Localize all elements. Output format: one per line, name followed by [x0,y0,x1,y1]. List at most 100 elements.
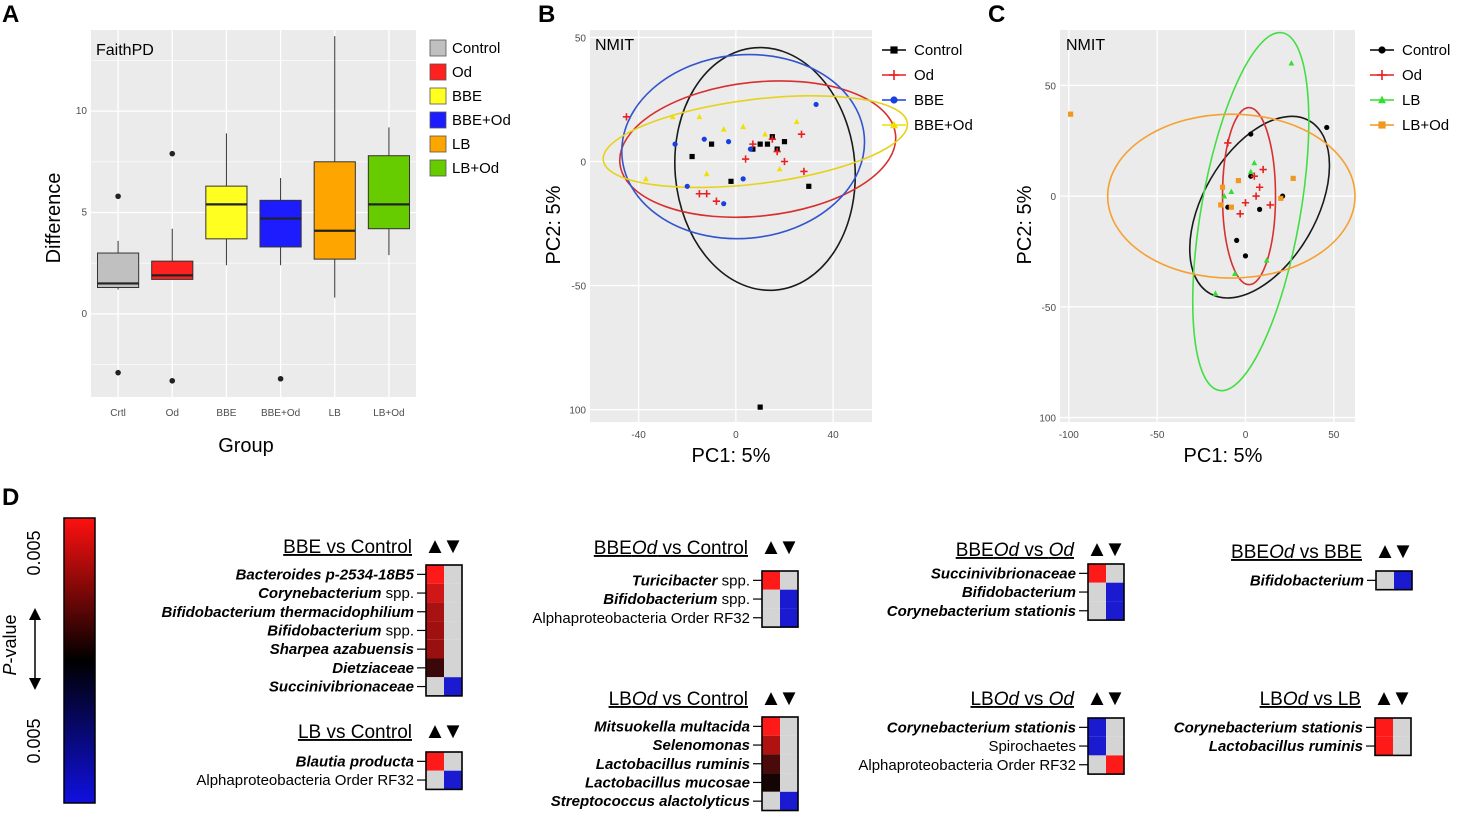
point-BBE [747,146,754,152]
heat-cell [1393,736,1411,756]
legend-label: LB [452,136,470,153]
taxon-name: Bifidobacterium [603,591,717,608]
comparison-title: BBEOd vs Control [594,538,748,559]
heat-grid-border [1087,563,1125,621]
taxon-label: Corynebacterium stationis [887,603,1076,620]
point-LB+Od [1067,111,1074,117]
heat-cell [1394,571,1412,590]
title-part: vs Control [657,538,748,559]
taxon-name: Turicibacter [632,572,719,589]
point-BBE [725,139,732,145]
taxon-label: Succinivibrionaceae [269,679,414,696]
legend-marker [1378,95,1386,104]
heat-cell [444,639,462,659]
x-tick-label: -40 [631,430,646,441]
heat-cell [762,773,780,792]
taxon-label: Corynebacterium spp. [258,585,414,602]
legend-label: LB+Od [452,160,499,177]
taxon-name: Alphaproteobacteria Order RF32 [858,757,1076,774]
taxon-name: Selenomonas [652,737,750,754]
point-BBE [672,141,678,147]
point-Od [800,167,808,176]
heat-grid-border [425,751,463,791]
point-BBE+Od [762,131,768,137]
scale-double-arrow [29,608,41,690]
taxon-name: Sharpea azabuensis [270,641,414,658]
heat-cell [762,608,780,628]
heat-cell [426,770,444,790]
heat-cell [1106,755,1124,775]
title-part: Od [632,538,659,559]
point-Od [1259,165,1267,174]
comparison-block: BBE vs Control ▲▼ Bacteroides p-2534-18B5 C… [161,533,464,697]
point-Od [1250,172,1258,180]
heat-cell [780,791,798,811]
taxon-name: Blautia producta [296,753,414,770]
legend-label: Control [914,42,962,59]
taxon-label: Mitsuokella multacida [594,718,750,735]
up-arrow-header: ▲ [1086,536,1108,561]
legend-label: LB [1402,92,1420,109]
y-tick-label: 0 [81,309,87,320]
comparison-title: BBEOd vs BBE [1231,542,1362,563]
point-Control [757,404,763,410]
comparison-title: LB vs Control [298,722,412,743]
title-part: vs [1019,689,1049,710]
x-tick-label: LB+Od [373,408,404,419]
taxon-label: Dietziaceae [332,660,414,677]
down-arrow-header: ▼ [1104,685,1126,710]
heat-cell [1088,755,1106,775]
up-arrow-header: ▲ [1373,685,1395,710]
heat-cell [444,770,462,790]
legend-marker [1376,69,1388,81]
taxon-name: Corynebacterium stationis [887,719,1076,736]
panel-label-a: A [2,1,19,28]
point-BBE+Od [740,123,747,130]
x-tick-label: BBE+Od [261,408,300,419]
title-part: LB vs Control [298,722,412,743]
point-LB+Od [1228,204,1234,210]
heat-cell [1106,582,1124,602]
taxon-name: Lactobacillus mucosae [585,774,750,791]
point-Control [689,153,695,160]
legend-label: Control [452,40,500,57]
point-LB [1247,168,1254,175]
point-Control [1234,237,1240,243]
heat-cell [444,658,462,678]
heat-cell [762,754,780,774]
box-outlier [277,375,284,382]
legend-marker [1378,46,1386,54]
box-Od [151,260,194,280]
comparison-block: LBOd vs Od ▲▼Corynebacterium stationisSpi… [858,685,1126,775]
point-BBE [701,136,707,142]
up-arrow-header: ▲ [1374,538,1396,563]
panel-a-boxplot: 0 5 10 Crtl Od BBE BBE+Od LB LB+Od FaithPD Group… [43,30,511,457]
heat-grid-border [761,716,799,812]
point-Control [806,183,812,189]
box-outlier [115,369,121,376]
legend-swatch [429,111,447,129]
point-Control [781,139,788,145]
comparison-block: LBOd vs LB ▲▼ Corynebacterium stationis Lac… [1174,685,1413,757]
comparison-block: LB vs Control ▲▼ Blautia producta Alphaprot… [196,718,464,791]
point-BBE+Od [776,165,783,172]
panel-c-scatter: -100 -50 0 50 50 0 -50 100 NMIT PC1: 5% PC2: 5%… [1014,30,1450,467]
taxon-name: Streptococcus alactolyticus [551,793,750,810]
y-tick-label: 50 [575,33,587,44]
scale-tick-bottom: 0.005 [24,718,44,763]
point-LB [1232,270,1238,276]
title-part: vs BBE [1294,542,1362,563]
point-BBE+Od [720,126,727,132]
point-Od [703,190,711,198]
comparison-title: BBEOd vs Od [956,540,1076,561]
panel-label-b: B [538,1,555,28]
taxon-name: Bifidobacterium [1250,572,1364,589]
y-tick-label: 0 [580,157,586,168]
y-axis-title: PC2: 5% [543,185,565,264]
title-part: Od [994,689,1021,710]
legend-label: BBE+Od [914,117,973,134]
heat-grid-border [1375,570,1413,591]
legend-label: Od [452,64,472,81]
heat-cell [762,589,780,609]
down-arrow-header: ▼ [1392,538,1414,563]
